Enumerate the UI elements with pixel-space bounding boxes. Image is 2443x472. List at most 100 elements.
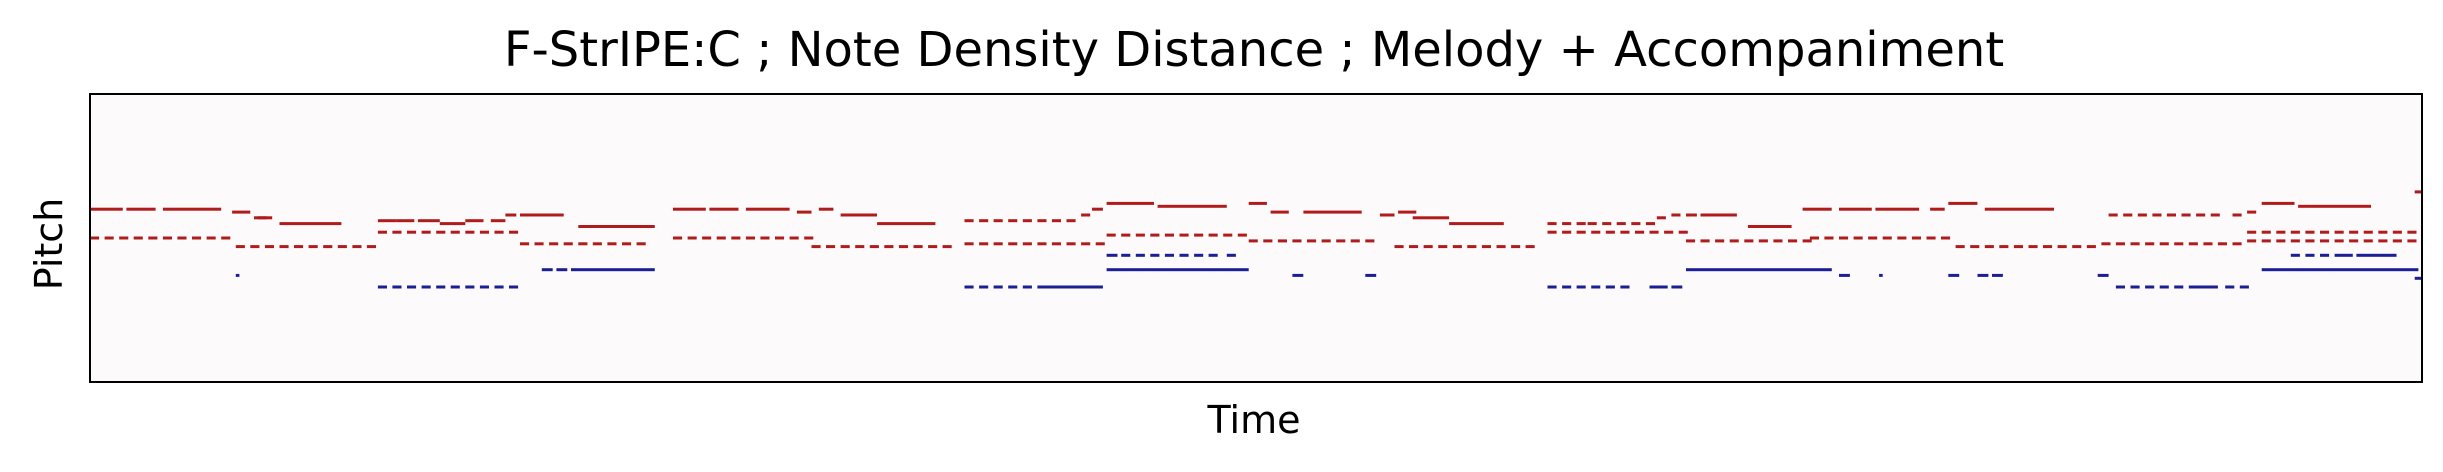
note-mark: [840, 245, 850, 249]
note-mark: [352, 245, 362, 249]
note-mark: [1135, 253, 1145, 257]
note-mark: [206, 236, 216, 240]
note-mark: [421, 230, 431, 234]
note-mark: [1066, 285, 1103, 289]
note-mark: [731, 236, 741, 240]
note-mark: [2276, 239, 2286, 243]
note-mark: [673, 236, 683, 240]
note-mark: [1164, 233, 1174, 237]
note-mark: [1394, 245, 1404, 249]
note-mark: [1602, 222, 1612, 226]
note-mark: [1409, 245, 1419, 249]
note-mark: [1700, 239, 1710, 243]
note-mark: [490, 219, 506, 223]
note-mark: [534, 242, 544, 246]
note-mark: [520, 213, 564, 217]
note-mark: [2414, 190, 2422, 194]
note-mark: [1292, 239, 1302, 243]
note-mark: [1635, 230, 1645, 234]
note-mark: [1715, 239, 1725, 243]
note-mark: [2115, 285, 2125, 289]
note-mark: [1179, 233, 1189, 237]
note-mark: [1135, 233, 1145, 237]
note-mark: [1051, 219, 1061, 223]
note-mark: [279, 245, 289, 249]
note-mark: [2174, 285, 2184, 289]
note-mark: [1926, 236, 1936, 240]
note-mark: [789, 236, 799, 240]
note-mark: [1164, 253, 1174, 257]
note-mark: [1106, 268, 1249, 272]
note-mark: [1208, 253, 1218, 257]
note-mark: [687, 236, 697, 240]
note-mark: [2108, 213, 2118, 217]
note-mark: [119, 236, 129, 240]
note-mark: [377, 230, 387, 234]
note-mark: [396, 219, 415, 223]
note-mark: [450, 285, 460, 289]
note-mark: [1277, 239, 1287, 243]
note-mark: [2320, 239, 2330, 243]
note-mark: [221, 236, 231, 240]
note-mark: [1671, 285, 1683, 289]
note-mark: [1576, 285, 1586, 289]
note-mark: [279, 222, 342, 226]
note-mark: [811, 245, 821, 249]
note-mark: [1037, 285, 1067, 289]
note-mark: [1700, 213, 1737, 217]
y-axis-label: Pitch: [27, 198, 71, 291]
note-mark: [2407, 230, 2417, 234]
note-mark: [2145, 242, 2155, 246]
note-mark: [1066, 242, 1076, 246]
note-mark: [1686, 239, 1696, 243]
note-mark: [1106, 253, 1118, 257]
note-mark: [1620, 285, 1630, 289]
note-mark: [104, 236, 114, 240]
note-mark: [1562, 222, 1572, 226]
note-mark: [2261, 239, 2271, 243]
note-mark: [436, 285, 446, 289]
note-mark: [2363, 230, 2373, 234]
note-mark: [578, 242, 588, 246]
note-mark: [636, 242, 646, 246]
note-mark: [673, 207, 706, 211]
note-mark: [2378, 230, 2388, 234]
note-mark: [826, 245, 836, 249]
note-mark: [1897, 236, 1907, 240]
note-mark: [479, 285, 489, 289]
note-mark: [377, 219, 397, 223]
note-mark: [148, 236, 158, 240]
series-1: [90, 190, 2422, 249]
note-mark: [2210, 213, 2220, 217]
note-mark: [1194, 233, 1204, 237]
note-mark: [964, 242, 974, 246]
x-axis-label: Time: [1207, 398, 1301, 442]
note-mark: [702, 236, 712, 240]
note-mark: [465, 285, 475, 289]
note-mark: [884, 245, 894, 249]
note-mark: [1562, 285, 1572, 289]
note-mark: [1365, 273, 1377, 277]
note-mark: [2130, 242, 2140, 246]
note-mark: [549, 242, 559, 246]
note-mark: [592, 242, 602, 246]
note-mark: [1911, 236, 1921, 240]
note-mark: [760, 236, 770, 240]
note-mark: [1452, 245, 1462, 249]
note-mark: [2320, 230, 2330, 234]
note-mark: [2115, 242, 2125, 246]
note-mark: [1525, 245, 1535, 249]
note-mark: [1999, 245, 2009, 249]
note-mark: [1948, 201, 1978, 205]
note-mark: [392, 285, 402, 289]
note-mark: [1879, 273, 1883, 277]
note-mark: [1576, 230, 1586, 234]
note-mark: [1678, 230, 1688, 234]
note-mark: [294, 245, 304, 249]
note-mark: [1412, 216, 1450, 220]
note-mark: [2247, 210, 2257, 214]
note-mark: [745, 207, 790, 211]
note-mark: [877, 222, 936, 226]
note-mark: [1081, 213, 1091, 217]
